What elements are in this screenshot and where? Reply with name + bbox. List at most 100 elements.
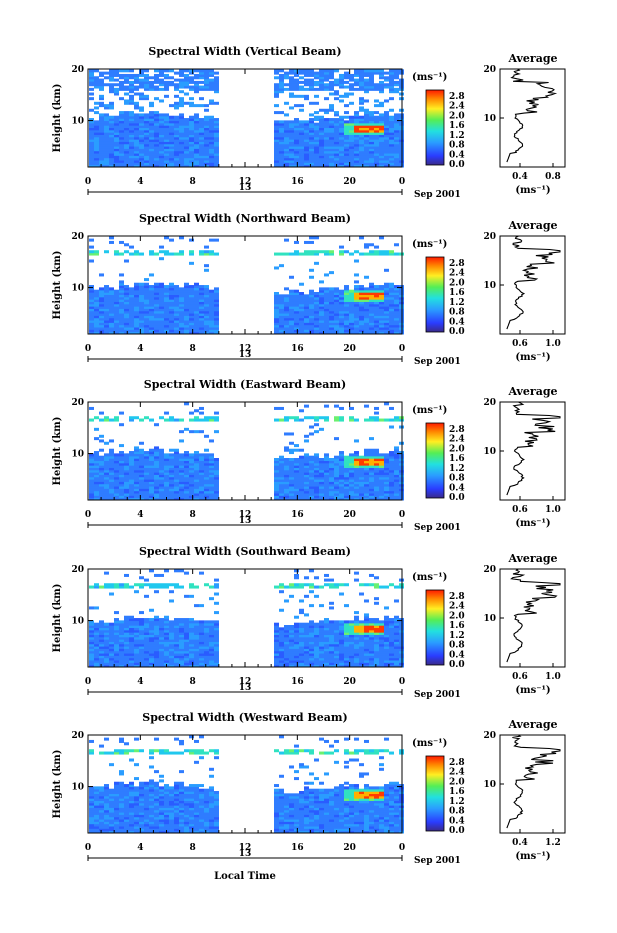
heatmap-cell bbox=[99, 273, 104, 276]
heatmap-cell bbox=[154, 97, 159, 100]
heatmap-cell bbox=[129, 616, 134, 619]
date-label: Sep 2001 bbox=[414, 357, 461, 367]
heatmap-cell bbox=[314, 95, 319, 98]
heatmap-cell bbox=[299, 120, 304, 123]
heatmap-cell bbox=[184, 74, 189, 77]
heatmap-cell bbox=[374, 285, 379, 288]
heatmap-cell bbox=[324, 416, 329, 419]
heatmap-cell bbox=[309, 113, 314, 116]
heatmap-cell bbox=[94, 111, 99, 114]
heatmap-cell bbox=[154, 446, 159, 449]
heatmap-cell bbox=[134, 283, 139, 286]
heatmap-cell bbox=[384, 402, 389, 405]
heatmap-cell bbox=[304, 294, 309, 297]
heatmap-cell bbox=[139, 79, 144, 82]
heatmap-cell bbox=[324, 109, 329, 112]
heatmap-cell bbox=[214, 253, 219, 256]
heatmap-cell bbox=[149, 618, 154, 621]
avg-x-tick-label: 0.6 bbox=[512, 505, 528, 515]
avg-title: Average bbox=[507, 219, 557, 232]
heatmap-cell bbox=[389, 97, 394, 100]
heatmap-cell bbox=[159, 574, 164, 577]
avg-y-tick-label: 10 bbox=[483, 281, 496, 291]
heatmap-cell bbox=[284, 72, 289, 75]
heatmap-cell bbox=[394, 243, 399, 246]
heatmap-cell bbox=[109, 102, 114, 105]
colorbar bbox=[426, 257, 444, 332]
heatmap-cell bbox=[209, 597, 214, 600]
heatmap-cell bbox=[384, 99, 389, 102]
heatmap-cell bbox=[319, 458, 324, 461]
y-tick-label: 20 bbox=[71, 65, 84, 75]
heatmap-cell bbox=[94, 250, 99, 253]
heatmap-cell bbox=[344, 104, 349, 107]
heatmap-cell bbox=[89, 69, 94, 72]
heatmap-cell bbox=[194, 74, 199, 77]
heatmap-cell bbox=[214, 76, 219, 79]
heatmap-cell bbox=[274, 419, 279, 422]
heatmap-cell bbox=[124, 243, 129, 246]
colorbar bbox=[426, 423, 444, 498]
avg-profile-line bbox=[507, 402, 560, 495]
heatmap-cell bbox=[299, 283, 304, 286]
heatmap-cell bbox=[124, 616, 129, 619]
heatmap-cell bbox=[169, 253, 174, 256]
heatmap-cell bbox=[194, 113, 199, 116]
heatmap-cell bbox=[329, 69, 334, 72]
heatmap-cell bbox=[144, 283, 149, 286]
avg-y-tick-label: 20 bbox=[483, 232, 496, 242]
heatmap-cell bbox=[209, 250, 214, 253]
heatmap-cell bbox=[329, 287, 334, 290]
x-tick-label: 8 bbox=[190, 177, 196, 187]
heatmap-cell bbox=[104, 250, 109, 253]
heatmap-cell bbox=[274, 407, 279, 410]
heatmap-cell bbox=[289, 416, 294, 419]
heatmap-cell bbox=[154, 574, 159, 577]
heatmap-cell bbox=[199, 69, 204, 72]
heatmap-cell bbox=[334, 79, 339, 82]
heatmap-cell bbox=[359, 236, 364, 239]
y-tick-label: 10 bbox=[71, 450, 84, 460]
heatmap-cell bbox=[309, 276, 314, 279]
heatmap-cell bbox=[104, 72, 109, 75]
heatmap-cell bbox=[119, 273, 124, 276]
heatmap-cell bbox=[184, 118, 189, 121]
avg-frame bbox=[500, 69, 565, 167]
heatmap-cell bbox=[314, 236, 319, 239]
heatmap-cell bbox=[194, 451, 199, 454]
heatmap-cell bbox=[199, 430, 204, 433]
heatmap-cell bbox=[204, 104, 209, 107]
heatmap-cell bbox=[144, 74, 149, 77]
heatmap-cell bbox=[169, 416, 174, 419]
heatmap-cell bbox=[209, 439, 214, 442]
heatmap-cell bbox=[309, 236, 314, 239]
heatmap-cell bbox=[189, 97, 194, 100]
heatmap-cell bbox=[339, 290, 344, 293]
heatmap-cell bbox=[114, 250, 119, 253]
heatmap-cell bbox=[319, 116, 324, 119]
heatmap-cell bbox=[384, 76, 389, 79]
colorbar-tick-label: 2.4 bbox=[449, 269, 465, 279]
heatmap-cell bbox=[144, 113, 149, 116]
heatmap-cell bbox=[319, 69, 324, 72]
heatmap-cell bbox=[299, 76, 304, 79]
heatmap-cell bbox=[314, 72, 319, 75]
colorbar-unit: (ms⁻¹) bbox=[412, 239, 447, 250]
heatmap-cell bbox=[199, 81, 204, 84]
heatmap-cell bbox=[89, 239, 94, 242]
heatmap-cell bbox=[314, 88, 319, 91]
heatmap-cell bbox=[384, 269, 389, 272]
heatmap-cell bbox=[329, 250, 334, 253]
heatmap-cell bbox=[114, 116, 119, 119]
heatmap-cell bbox=[294, 118, 299, 121]
avg-y-tick-label: 10 bbox=[483, 447, 496, 457]
heatmap-cell bbox=[204, 285, 209, 288]
y-tick-label: 20 bbox=[71, 398, 84, 408]
heatmap-cell bbox=[314, 102, 319, 105]
colorbar-tick-label: 1.2 bbox=[449, 298, 465, 308]
heatmap-cell bbox=[384, 453, 389, 456]
colorbar-tick-label: 2.8 bbox=[449, 259, 465, 269]
colorbar-tick-label: 0.0 bbox=[449, 493, 465, 503]
heatmap-cell bbox=[214, 239, 219, 242]
heatmap-cell bbox=[149, 419, 154, 422]
